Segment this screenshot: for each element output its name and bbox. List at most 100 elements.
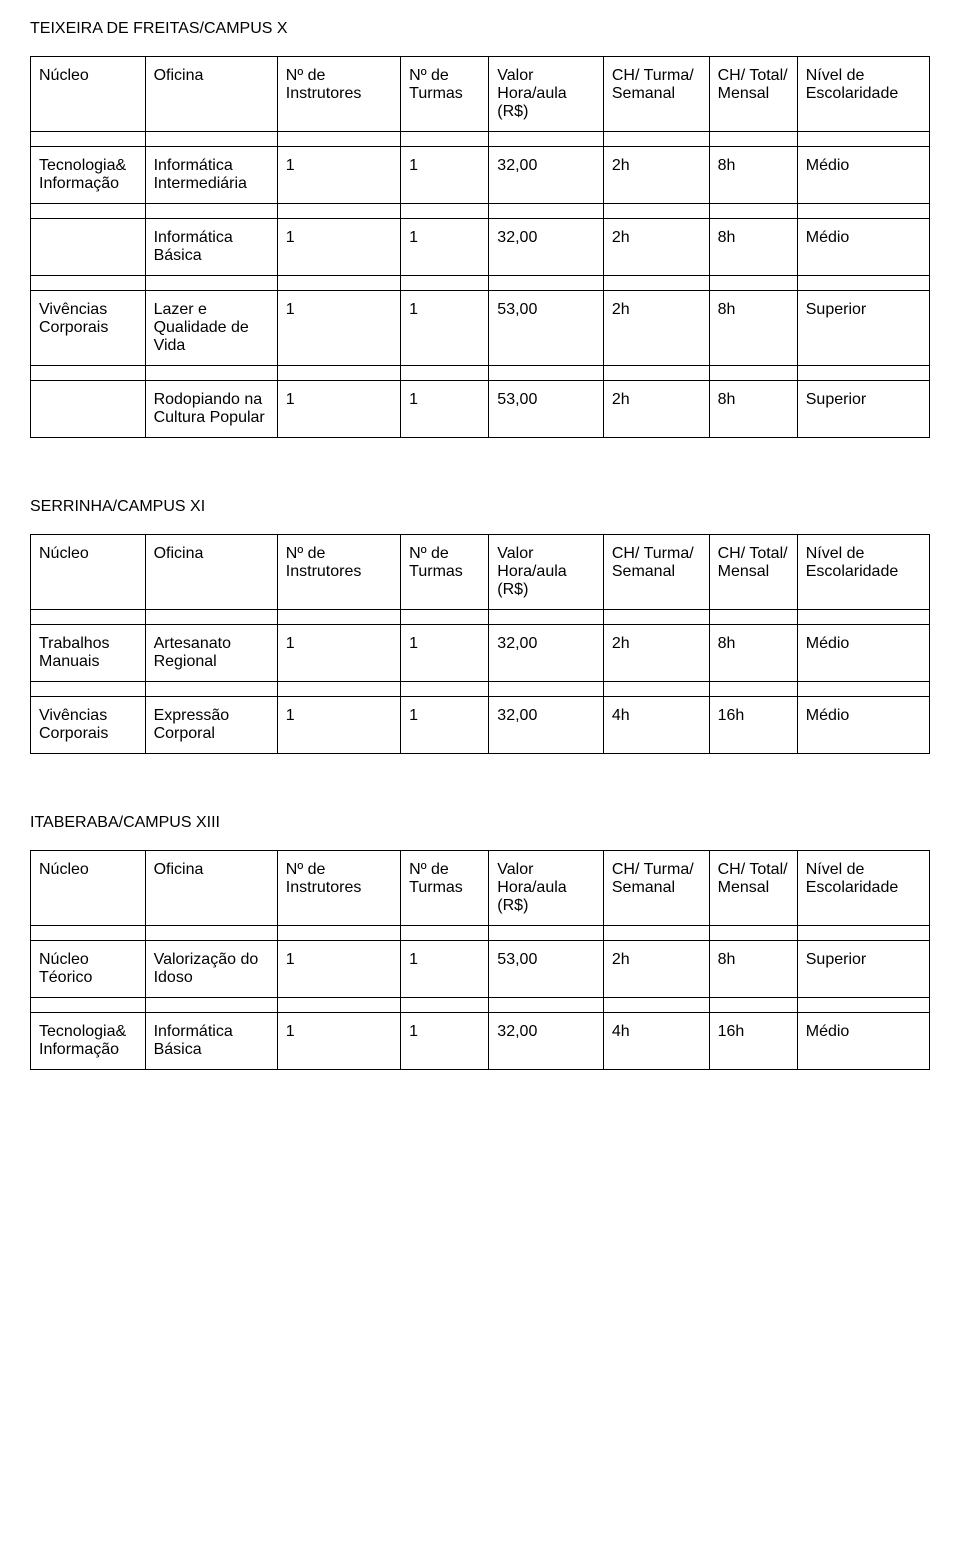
section-title: SERRINHA/CAMPUS XI [30, 498, 930, 516]
table-cell: Médio [797, 697, 929, 754]
table-cell: 1 [401, 697, 489, 754]
column-header: Núcleo [31, 57, 146, 132]
table-cell: Médio [797, 219, 929, 276]
table-cell: Lazer e Qualidade de Vida [145, 291, 277, 366]
column-header: Nº de Instrutores [277, 57, 400, 132]
column-header: CH/ Total/ Mensal [709, 57, 797, 132]
table-cell: 2h [603, 291, 709, 366]
spacer-row [31, 926, 930, 941]
table-cell: 32,00 [489, 1013, 604, 1070]
column-header: Nº de Instrutores [277, 535, 400, 610]
table-cell: 1 [401, 219, 489, 276]
table-cell: 8h [709, 381, 797, 438]
spacer-row [31, 998, 930, 1013]
table-cell: 1 [277, 1013, 400, 1070]
column-header: Nível de Escolaridade [797, 535, 929, 610]
table-cell: 1 [277, 625, 400, 682]
column-header: Nº de Turmas [401, 57, 489, 132]
column-header: Nível de Escolaridade [797, 851, 929, 926]
table-cell: 1 [277, 941, 400, 998]
column-header: Oficina [145, 57, 277, 132]
spacer-row [31, 132, 930, 147]
data-table: NúcleoOficinaNº de InstrutoresNº de Turm… [30, 850, 930, 1070]
spacer-row [31, 366, 930, 381]
table-cell: Vivências Corporais [31, 697, 146, 754]
table-cell: 1 [277, 381, 400, 438]
table-cell: Valorização do Idoso [145, 941, 277, 998]
table-cell: 53,00 [489, 941, 604, 998]
column-header: CH/ Total/ Mensal [709, 851, 797, 926]
table-cell: Rodopiando na Cultura Popular [145, 381, 277, 438]
table-cell: 1 [277, 291, 400, 366]
table-cell: Vivências Corporais [31, 291, 146, 366]
spacer-row [31, 276, 930, 291]
table-cell: 4h [603, 1013, 709, 1070]
column-header: Núcleo [31, 851, 146, 926]
table-cell [31, 219, 146, 276]
column-header: Valor Hora/aula (R$) [489, 851, 604, 926]
table-header-row: NúcleoOficinaNº de InstrutoresNº de Turm… [31, 57, 930, 132]
table-cell: 2h [603, 381, 709, 438]
column-header: Nº de Turmas [401, 851, 489, 926]
table-cell: 1 [401, 291, 489, 366]
table-cell: 8h [709, 291, 797, 366]
table-cell: 32,00 [489, 625, 604, 682]
table-cell: Superior [797, 291, 929, 366]
table-row: Tecnologia& InformaçãoInformática Básica… [31, 1013, 930, 1070]
table-cell: 1 [277, 219, 400, 276]
table-cell: Superior [797, 381, 929, 438]
table-cell: Tecnologia& Informação [31, 1013, 146, 1070]
table-header-row: NúcleoOficinaNº de InstrutoresNº de Turm… [31, 535, 930, 610]
table-cell: 8h [709, 625, 797, 682]
column-header: CH/ Turma/ Semanal [603, 535, 709, 610]
table-cell: Núcleo Téorico [31, 941, 146, 998]
column-header: Valor Hora/aula (R$) [489, 535, 604, 610]
table-cell: 16h [709, 1013, 797, 1070]
document-root: TEIXEIRA DE FREITAS/CAMPUS XNúcleoOficin… [30, 20, 930, 1070]
table-cell: 2h [603, 147, 709, 204]
table-cell: 1 [401, 147, 489, 204]
table-cell: 8h [709, 147, 797, 204]
table-cell: Informática Básica [145, 219, 277, 276]
data-table: NúcleoOficinaNº de InstrutoresNº de Turm… [30, 534, 930, 754]
column-header: Nº de Instrutores [277, 851, 400, 926]
table-cell: Médio [797, 147, 929, 204]
table-cell: Informática Básica [145, 1013, 277, 1070]
table-cell: Médio [797, 625, 929, 682]
table-cell: 2h [603, 625, 709, 682]
table-cell: Tecnologia& Informação [31, 147, 146, 204]
spacer-row [31, 204, 930, 219]
column-header: Valor Hora/aula (R$) [489, 57, 604, 132]
table-cell: 1 [277, 147, 400, 204]
table-cell: Superior [797, 941, 929, 998]
table-row: Trabalhos ManuaisArtesanato Regional1132… [31, 625, 930, 682]
table-cell: Informática Intermediária [145, 147, 277, 204]
table-cell: 32,00 [489, 219, 604, 276]
table-cell: 1 [401, 941, 489, 998]
column-header: Oficina [145, 851, 277, 926]
table-row: Vivências CorporaisExpressão Corporal113… [31, 697, 930, 754]
column-header: Núcleo [31, 535, 146, 610]
table-cell: Expressão Corporal [145, 697, 277, 754]
table-cell: Trabalhos Manuais [31, 625, 146, 682]
table-cell: Médio [797, 1013, 929, 1070]
table-row: Rodopiando na Cultura Popular1153,002h8h… [31, 381, 930, 438]
column-header: CH/ Turma/ Semanal [603, 57, 709, 132]
data-table: NúcleoOficinaNº de InstrutoresNº de Turm… [30, 56, 930, 438]
column-header: Oficina [145, 535, 277, 610]
table-cell: 1 [401, 625, 489, 682]
section-title: TEIXEIRA DE FREITAS/CAMPUS X [30, 20, 930, 38]
table-cell: 1 [401, 381, 489, 438]
column-header: CH/ Total/ Mensal [709, 535, 797, 610]
table-cell: Artesanato Regional [145, 625, 277, 682]
table-cell: 32,00 [489, 147, 604, 204]
spacer-row [31, 610, 930, 625]
table-cell: 2h [603, 219, 709, 276]
table-cell: 53,00 [489, 291, 604, 366]
table-cell: 4h [603, 697, 709, 754]
table-row: Tecnologia& InformaçãoInformática Interm… [31, 147, 930, 204]
table-cell [31, 381, 146, 438]
table-cell: 8h [709, 219, 797, 276]
table-cell: 53,00 [489, 381, 604, 438]
column-header: CH/ Turma/ Semanal [603, 851, 709, 926]
